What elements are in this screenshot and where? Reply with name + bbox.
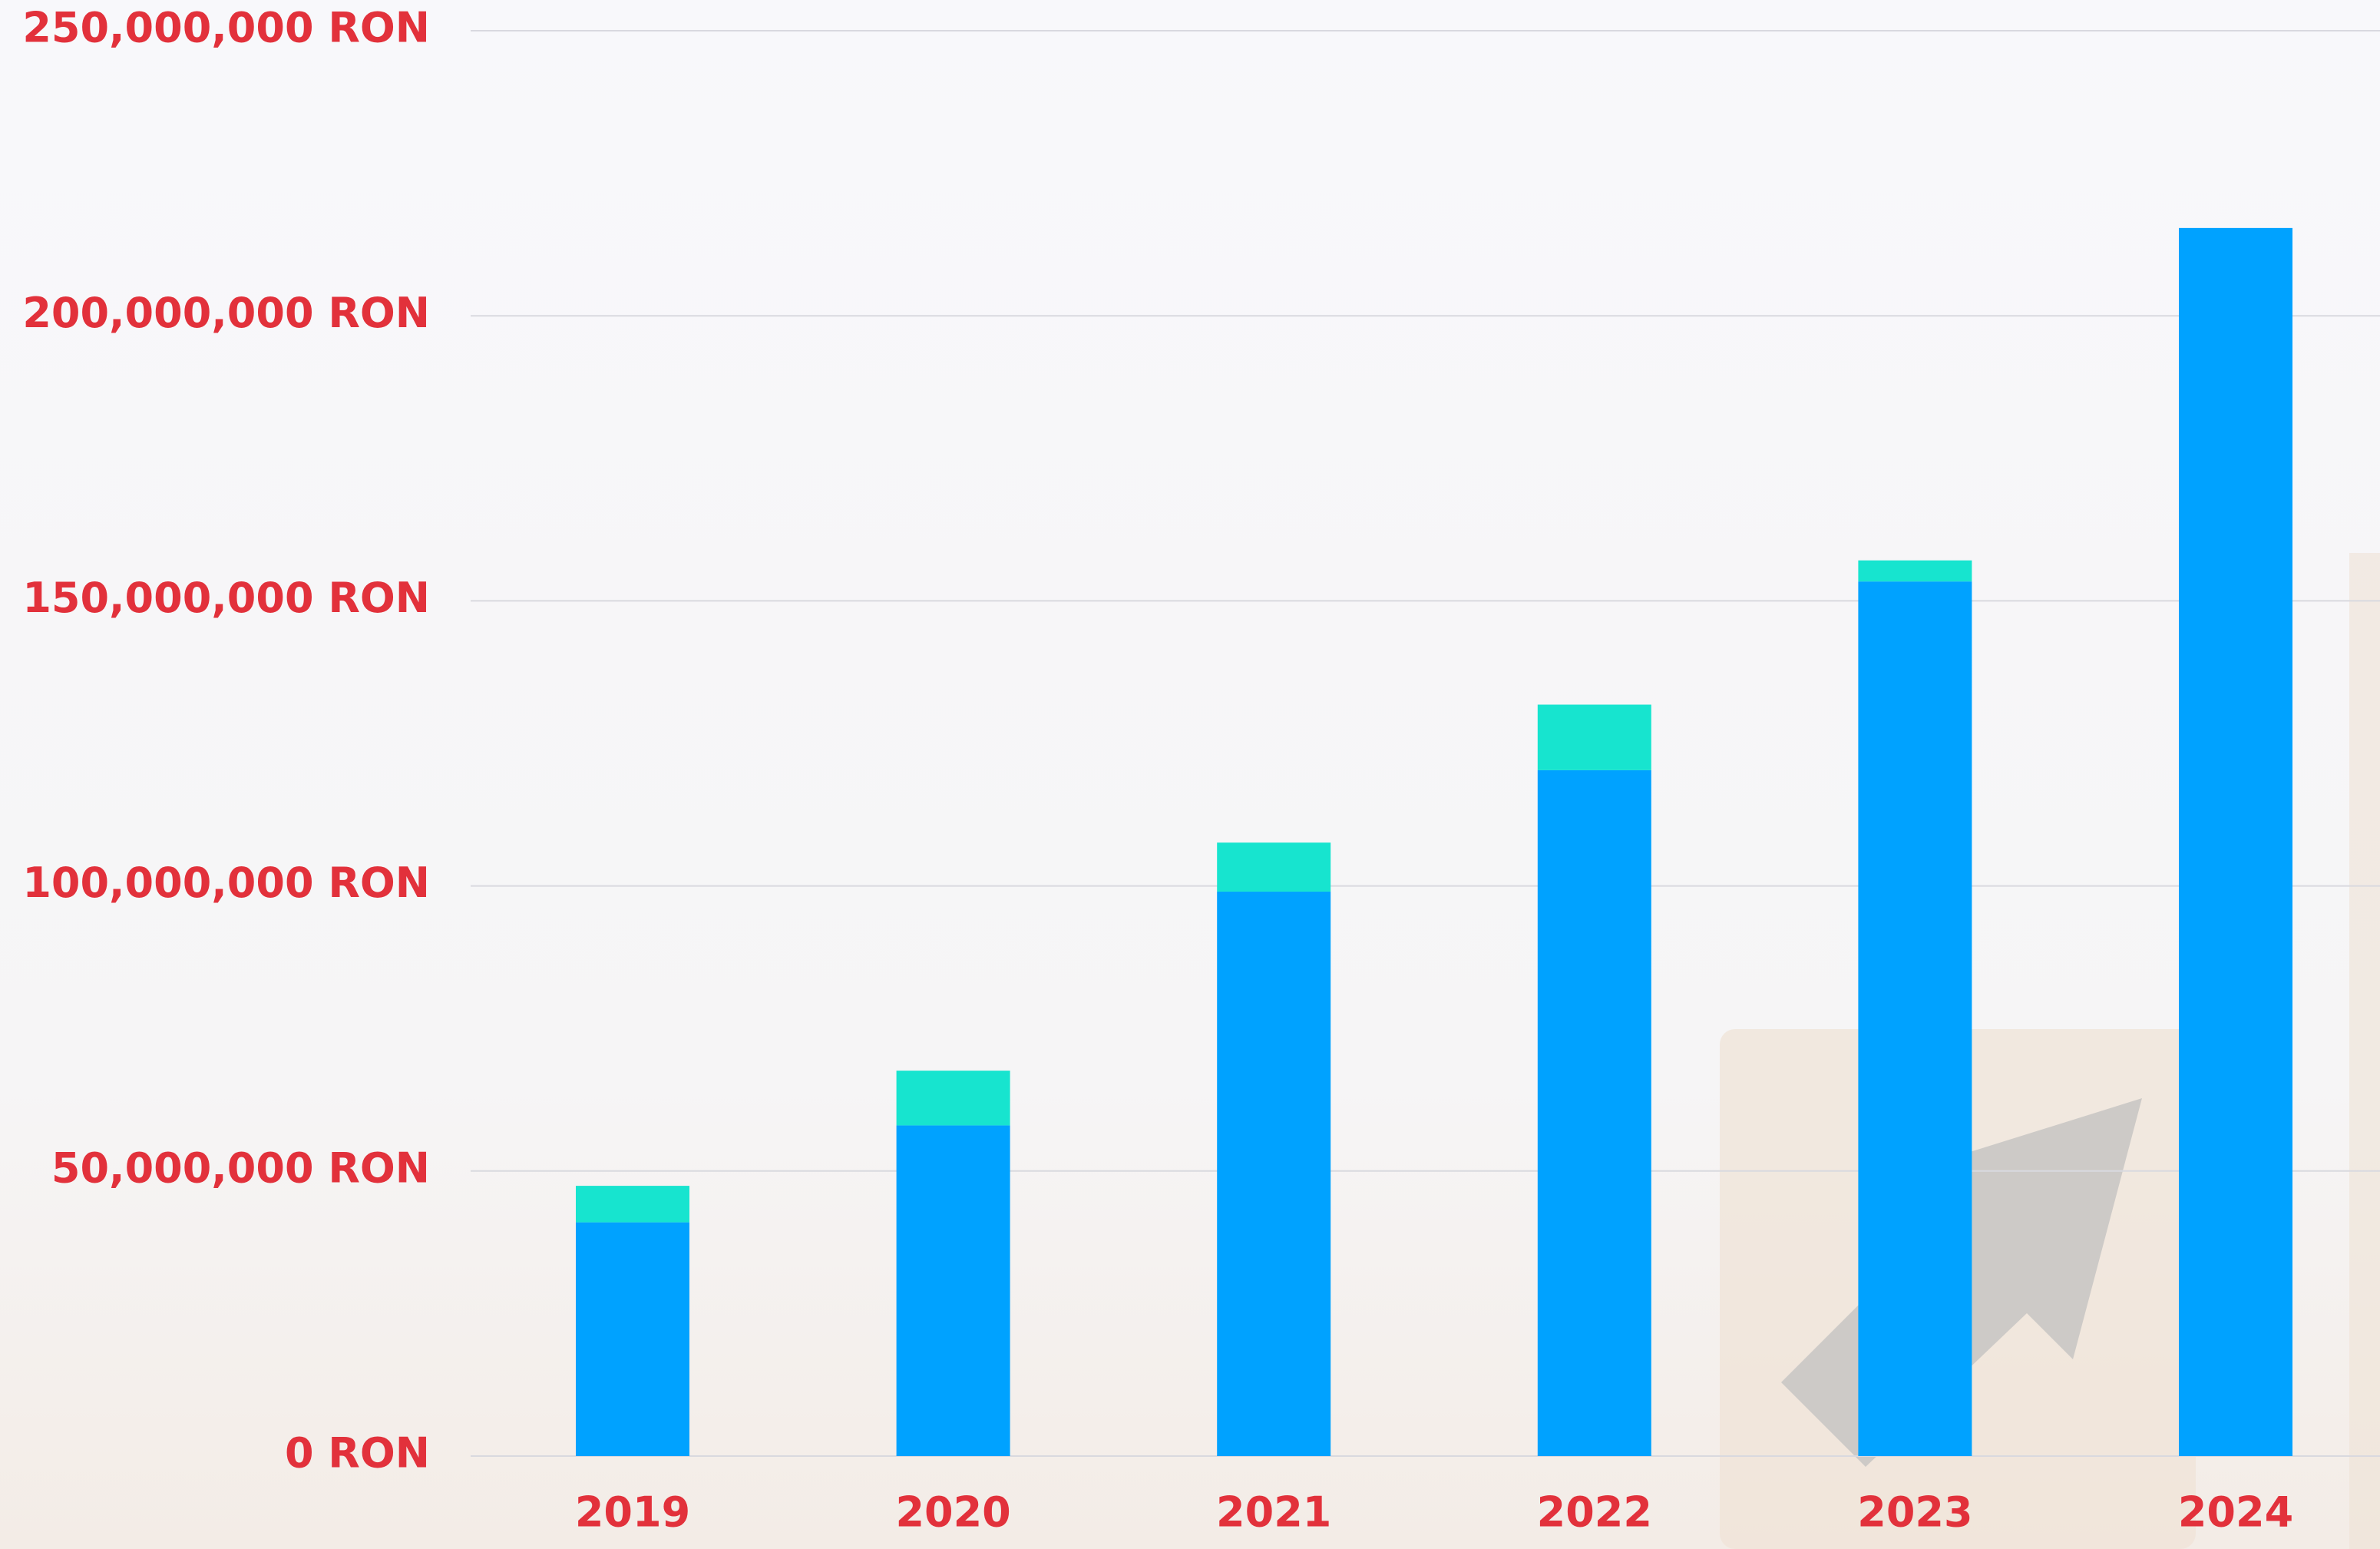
y-tick-label: 50,000,000 RON <box>51 1144 430 1192</box>
y-tick-label: 150,000,000 RON <box>22 574 430 622</box>
bar-segment <box>2179 227 2292 1457</box>
bar-segment <box>1858 560 1972 582</box>
y-tick-label: 0 RON <box>285 1429 430 1478</box>
x-tick-label: 2019 <box>575 1488 690 1537</box>
x-tick-label: 2022 <box>1537 1488 1652 1537</box>
y-tick-label: 100,000,000 RON <box>22 859 430 907</box>
bar-segment <box>896 1125 1010 1456</box>
bar-segment <box>576 1186 689 1223</box>
x-tick-label: 2024 <box>2178 1488 2293 1537</box>
bar-segment <box>1858 581 1972 1456</box>
bar-segment <box>1537 770 1651 1456</box>
y-tick-label: 250,000,000 RON <box>22 4 430 52</box>
x-tick-label: 2023 <box>1857 1488 1972 1537</box>
bar-segment <box>1217 842 1331 892</box>
bar-segment <box>1537 704 1651 770</box>
x-tick-label: 2020 <box>895 1488 1010 1537</box>
bar-segment <box>896 1071 1010 1126</box>
bar-segment <box>576 1222 689 1456</box>
y-tick-label: 200,000,000 RON <box>22 289 430 337</box>
background-block <box>2349 553 2380 1549</box>
bar-segment <box>1217 892 1331 1456</box>
x-tick-label: 2021 <box>1216 1488 1331 1537</box>
